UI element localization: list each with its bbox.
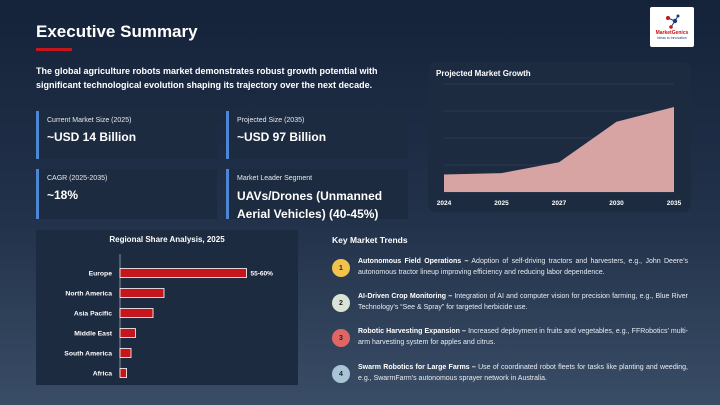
kpi-cagr: CAGR (2025-2035) ~18% (36, 169, 217, 219)
trend-body: Integration of AI and computer vision fo… (358, 293, 688, 311)
trend-heading: Autonomous Field Operations – (358, 258, 469, 265)
intro-text: The global agriculture robots market dem… (36, 66, 378, 90)
kpi-value: ~18% (47, 188, 79, 202)
kpi-label: CAGR (2025-2035) (47, 175, 108, 182)
x-tick-label: 2024 (437, 200, 452, 207)
trend-body: Adoption of self-driving tractors and ha… (358, 258, 688, 276)
bar (119, 368, 127, 378)
growth-chart-panel: Projected Market Growth 2024 2025 2027 2030… (428, 62, 691, 212)
trend-body: Use of coordinated robot fleets for task… (358, 364, 688, 382)
trend-text: Robotic Harvesting Expansion – Increased… (358, 327, 688, 348)
kpi-value: ~USD 97 Billion (237, 130, 327, 144)
kpi-value: UAVs/Drones (Unmanned Aerial Vehicles) (… (237, 189, 383, 221)
x-tick-label: 2027 (552, 200, 567, 207)
category-label: South America (64, 351, 112, 358)
category-label: Africa (93, 371, 112, 378)
category-label: Middle East (74, 331, 113, 338)
bar (119, 348, 132, 358)
kpi-label: Current Market Size (2025) (47, 117, 132, 124)
trend-number-badge: 2 (332, 294, 350, 312)
x-tick-label: 2030 (609, 200, 624, 207)
bar (119, 308, 154, 318)
kpi-leader-segment: Market Leader Segment UAVs/Drones (Unman… (226, 169, 408, 221)
kpi-label: Projected Size (2035) (237, 117, 305, 124)
bar (119, 288, 165, 298)
trend-number-badge: 4 (332, 365, 350, 383)
kpi-value: ~USD 14 Billion (47, 130, 137, 144)
regional-chart: Europe 55-60% North America Asia Pacific Mid… (64, 254, 274, 378)
kpi-projected-size: Projected Size (2035) ~USD 97 Billion (226, 111, 408, 159)
molecule-icon (666, 14, 680, 29)
x-tick-label: 2025 (494, 200, 509, 207)
page-title: Executive Summary (36, 22, 198, 41)
trend-heading: Swarm Robotics for Large Farms – (358, 364, 476, 371)
chart-title: Projected Market Growth (436, 69, 531, 78)
bar (119, 268, 247, 278)
growth-chart: 2024 2025 2027 2030 2035 (437, 83, 682, 207)
kpi-current-size: Current Market Size (2025) ~USD 14 Billi… (36, 111, 217, 159)
category-label: Europe (89, 271, 113, 278)
trend-item: 2 AI-Driven Crop Monitoring – Integratio… (332, 292, 688, 313)
category-label: Asia Pacific (74, 311, 112, 318)
trend-number-badge: 3 (332, 329, 350, 347)
area-series (444, 106, 674, 192)
title-underline (36, 48, 72, 51)
trend-heading: Robotic Harvesting Expansion – (358, 328, 466, 335)
bar (119, 328, 136, 338)
trend-item: 4 Swarm Robotics for Large Farms – Use o… (332, 363, 688, 384)
data-label: 55-60% (251, 271, 274, 278)
trend-text: Swarm Robotics for Large Farms – Use of … (358, 363, 688, 384)
logo-text: MarketGenics (655, 30, 689, 36)
trend-number-badge: 1 (332, 259, 350, 277)
x-tick-label: 2035 (667, 200, 682, 207)
regional-chart-panel: Regional Share Analysis, 2025 Europe 55-6… (36, 230, 298, 385)
chart-title: Regional Share Analysis, 2025 (109, 235, 225, 244)
logo-subtext: Ideas to Innovation (657, 36, 687, 40)
trend-item: 3 Robotic Harvesting Expansion – Increas… (332, 327, 688, 348)
trend-heading: AI-Driven Crop Monitoring – (358, 293, 453, 300)
kpi-label: Market Leader Segment (237, 175, 313, 182)
trends-title: Key Market Trends (332, 235, 408, 245)
trend-text: AI-Driven Crop Monitoring – Integration … (358, 292, 688, 313)
company-logo: MarketGenics Ideas to Innovation (650, 7, 694, 47)
trend-body: Increased deployment in fruits and veget… (358, 328, 688, 346)
trend-text: Autonomous Field Operations – Adoption o… (358, 257, 688, 278)
trend-item: 1 Autonomous Field Operations – Adoption… (332, 257, 688, 278)
category-label: North America (65, 291, 112, 298)
